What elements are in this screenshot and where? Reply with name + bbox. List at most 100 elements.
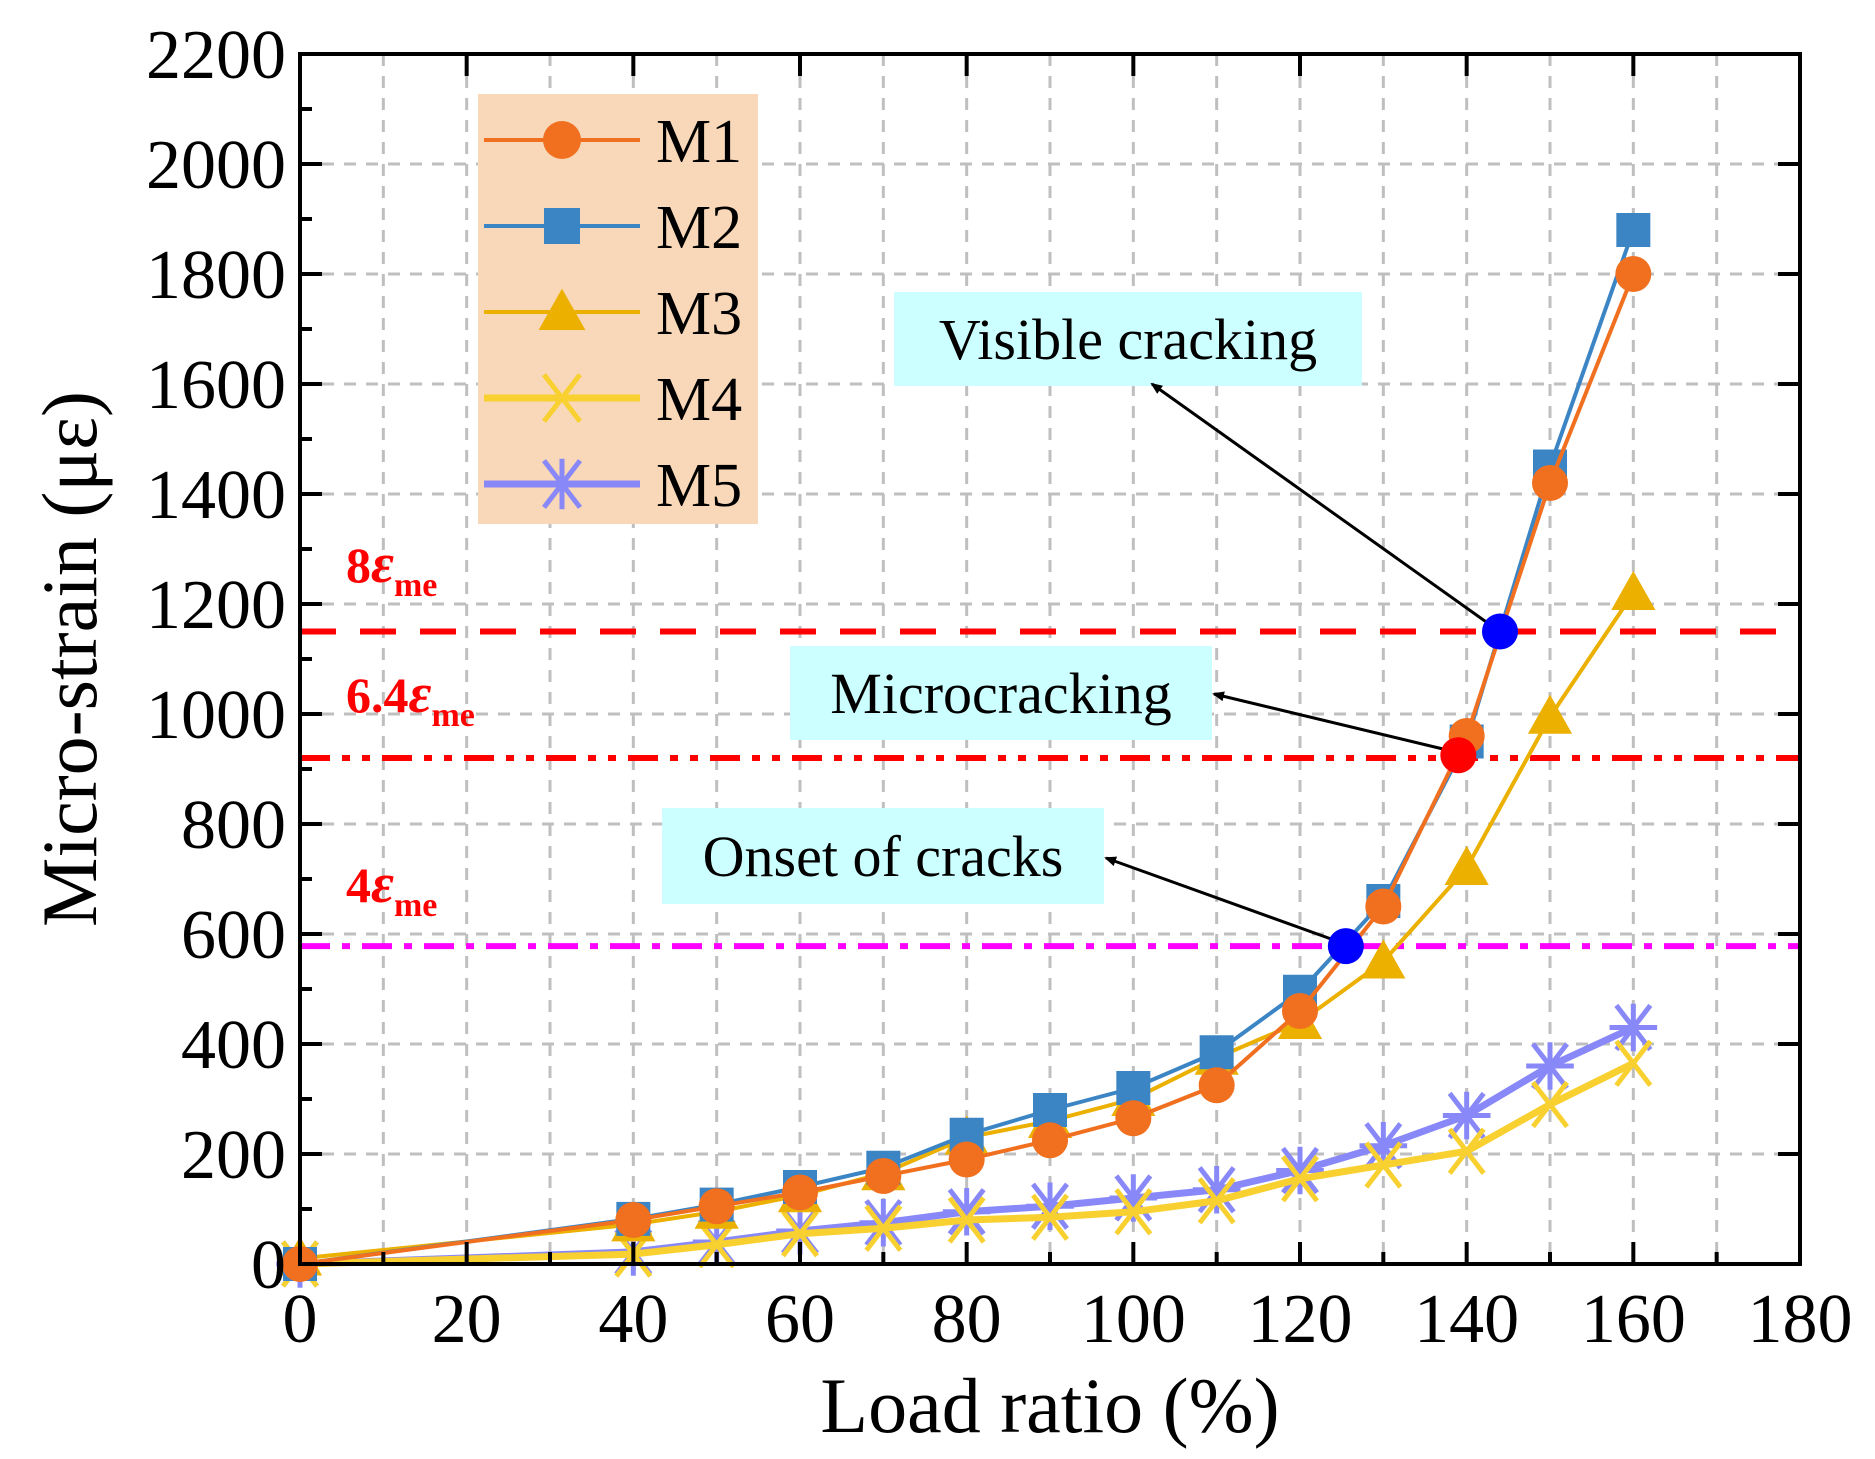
data-point: [1526, 1042, 1574, 1090]
legend: M1 M2 M3 M4 M5: [478, 94, 758, 524]
annotations: Visible cracking Microcracking Onset of cr…: [662, 292, 1518, 965]
x-tick-label: 80: [932, 1281, 1002, 1358]
data-point: [1031, 1193, 1069, 1241]
reference-line-label: 6.4εme: [346, 663, 475, 734]
annotation-box: [662, 808, 1104, 904]
x-tick-label: 100: [1081, 1281, 1186, 1358]
series-line: [299, 1060, 1635, 1268]
data-point: [1116, 1071, 1151, 1105]
data-point: [536, 458, 588, 510]
data-point: [942, 1187, 991, 1236]
legend-label: M2: [656, 194, 742, 262]
y-tick-label: 2000: [146, 127, 286, 204]
data-point: [1365, 888, 1402, 925]
annotation: Microcracking: [790, 646, 1477, 774]
data-point: [782, 1174, 818, 1211]
data-point: [859, 1198, 908, 1247]
data-point: [1532, 465, 1568, 501]
data-point: [1199, 1035, 1234, 1070]
annotation-box: [894, 292, 1362, 386]
data-point: [543, 121, 581, 159]
data-point: [1276, 1146, 1324, 1195]
legend-item-m5: M5: [484, 452, 742, 520]
annotation-text: Onset of cracks: [703, 824, 1064, 889]
data-point: [1447, 1127, 1486, 1175]
reference-label-sub: me: [431, 697, 474, 734]
data-point: [1614, 1039, 1653, 1087]
x-axis-label: Load ratio (%): [820, 1362, 1279, 1449]
data-point: [544, 208, 580, 244]
data-point: [1197, 1177, 1236, 1225]
data-point: [1611, 570, 1656, 610]
x-tick-label: 120: [1248, 1281, 1353, 1358]
data-point: [1364, 1141, 1403, 1189]
legend-label: M5: [656, 452, 742, 520]
y-axis-label: Micro-strain (με): [26, 391, 113, 927]
annotation-arrow: [1104, 856, 1341, 944]
annotation-point: [1482, 613, 1518, 650]
y-tick-label: 800: [181, 787, 286, 864]
y-tick-label: 2200: [146, 17, 286, 94]
data-point: [1192, 1165, 1241, 1214]
data-point: [1032, 1122, 1068, 1159]
legend-label: M1: [656, 108, 742, 176]
annotation-box: [790, 646, 1212, 740]
data-point: [615, 1202, 652, 1238]
y-tick-label: 0: [251, 1227, 286, 1304]
data-point: [1115, 1100, 1152, 1137]
legend-item-m1: M1: [484, 108, 742, 176]
reference-label-sub: me: [394, 567, 437, 604]
x-tick-label: 20: [432, 1281, 502, 1358]
data-point: [1609, 1003, 1658, 1052]
legend-label: M4: [656, 366, 742, 434]
series-m4: [281, 1039, 1653, 1288]
y-tick-label: 200: [181, 1117, 286, 1194]
legend-label: M3: [656, 280, 742, 348]
annotation-arrow: [1150, 382, 1495, 629]
data-point: [1198, 1067, 1235, 1104]
annotation: Visible cracking: [894, 292, 1518, 650]
y-tick-label: 600: [181, 897, 286, 974]
legend-item-m3: M3: [484, 280, 742, 348]
data-point: [864, 1204, 903, 1252]
data-point: [1527, 694, 1573, 734]
reference-label-symbol: ε: [371, 533, 394, 595]
data-point: [1361, 939, 1406, 979]
reference-label-symbol: ε: [409, 663, 432, 725]
data-point: [1033, 1093, 1067, 1127]
data-point: [947, 1196, 986, 1244]
y-tick-label: 1200: [146, 567, 286, 644]
x-tick-label: 160: [1581, 1281, 1686, 1358]
data-point: [542, 373, 582, 423]
data-point: [865, 1158, 902, 1194]
y-tick-label: 1400: [146, 457, 286, 534]
data-point: [1114, 1188, 1153, 1236]
data-point: [1615, 256, 1652, 292]
data-point: [1109, 1174, 1158, 1222]
data-point: [781, 1210, 819, 1258]
legend-item-m4: M4: [484, 366, 742, 434]
annotation: Onset of cracks: [662, 808, 1364, 965]
annotation-arrow: [1212, 691, 1453, 753]
x-tick-label: 0: [283, 1281, 318, 1358]
data-point: [1616, 213, 1651, 247]
data-point: [1359, 1121, 1408, 1170]
x-tick-label: 180: [1748, 1281, 1853, 1358]
axes: 0 20 40 60 80 100 120 140 160 1800200400600800100…: [146, 17, 1853, 1358]
legend-box: [478, 94, 758, 524]
y-tick-label: 400: [181, 1007, 286, 1084]
reference-line-label: 4εme: [346, 853, 437, 924]
data-point: [698, 1188, 735, 1225]
data-point: [697, 1221, 736, 1269]
y-tick-label: 1800: [146, 237, 286, 314]
reference-line-label: 8εme: [346, 533, 437, 604]
reference-label-sub: me: [394, 887, 437, 924]
annotation-text: Microcracking: [830, 661, 1171, 726]
reference-label-symbol: ε: [371, 853, 394, 915]
x-tick-label: 140: [1414, 1281, 1519, 1358]
data-point: [948, 1141, 985, 1178]
reference-label-coef: 4: [346, 857, 371, 913]
data-point: [538, 288, 586, 330]
data-point: [1281, 1155, 1319, 1203]
